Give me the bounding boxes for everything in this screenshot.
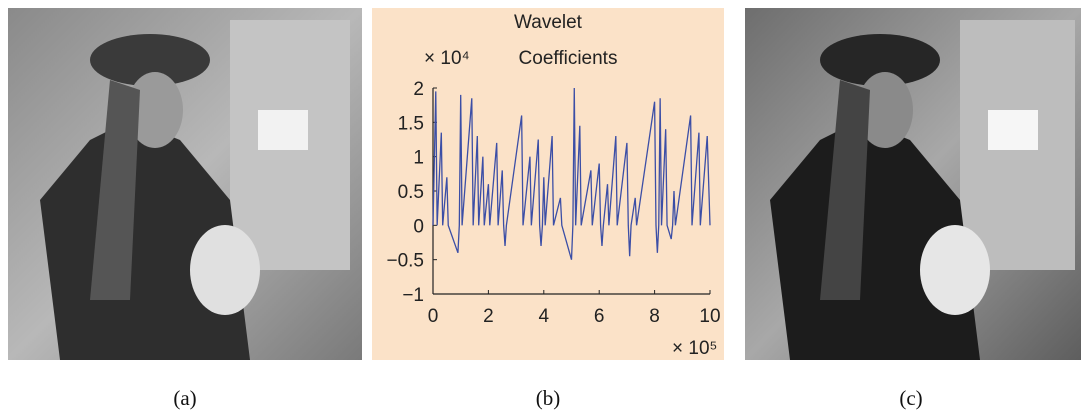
chart-title: Coefficients bbox=[519, 48, 618, 69]
x-tick-label: 2 bbox=[483, 306, 494, 327]
caption: (c) bbox=[899, 386, 922, 410]
x-tick-label: 6 bbox=[594, 306, 605, 327]
x-multiplier: × 10⁵ bbox=[672, 338, 717, 359]
x-tick-label: 10 bbox=[699, 306, 720, 327]
y-tick-label: 1 bbox=[413, 148, 424, 169]
y-tick-label: 1.5 bbox=[398, 113, 424, 134]
y-multiplier: × 10⁴ bbox=[424, 48, 470, 69]
y-tick-label: −0.5 bbox=[386, 251, 424, 272]
photo-c bbox=[745, 8, 1081, 360]
caption: (a) bbox=[173, 386, 196, 410]
chart-title: Wavelet bbox=[514, 12, 583, 33]
data-line bbox=[432, 87, 711, 260]
photo-a bbox=[8, 8, 362, 360]
x-tick-label: 0 bbox=[428, 306, 439, 327]
y-tick-label: 2 bbox=[413, 79, 424, 100]
y-tick-label: 0.5 bbox=[398, 182, 424, 203]
x-tick-label: 8 bbox=[649, 306, 660, 327]
caption: (b) bbox=[536, 386, 561, 410]
y-tick-label: −1 bbox=[402, 285, 424, 306]
y-tick-label: 0 bbox=[413, 216, 424, 237]
x-tick-label: 4 bbox=[539, 306, 550, 327]
